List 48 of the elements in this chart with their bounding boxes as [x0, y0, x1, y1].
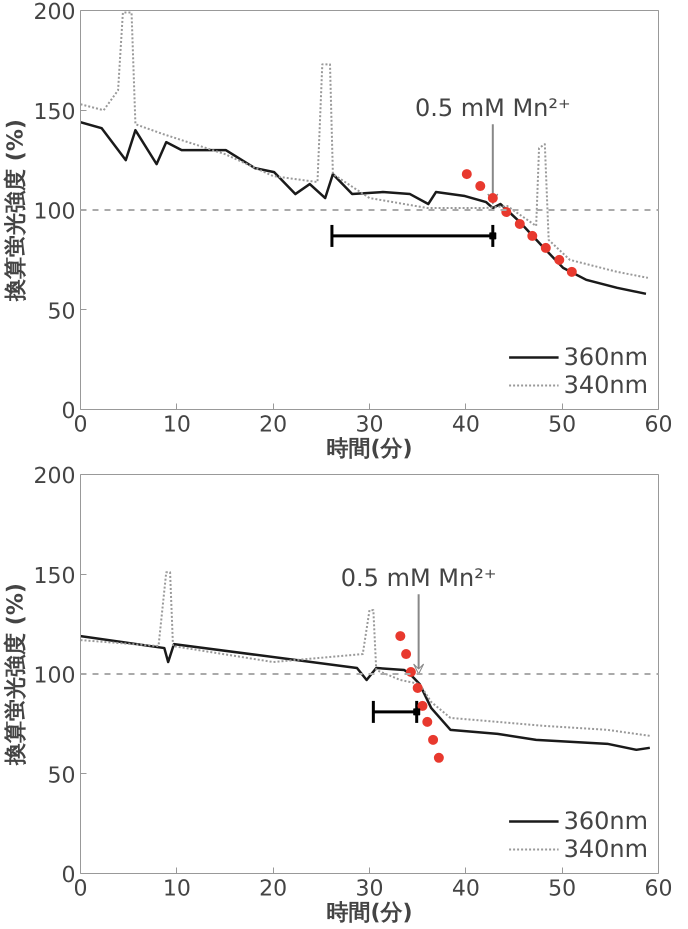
x-tick-label: 30	[356, 412, 384, 438]
point	[475, 181, 486, 192]
y-tick-label: 100	[34, 200, 76, 224]
x-tick-label: 50	[548, 412, 576, 438]
y-tick-label: 150	[34, 100, 76, 125]
x-tick-label: 40	[452, 876, 480, 902]
x-tick-label: 50	[548, 876, 576, 902]
y-axis-title: 換算蛍光強度 (%)	[2, 583, 29, 766]
line-series	[80, 120, 648, 296]
legend-label: 340nm	[564, 371, 648, 399]
x-axis-title: 時間(分)	[326, 900, 413, 926]
point	[422, 716, 432, 727]
point	[540, 242, 551, 253]
x-tick-label: 30	[356, 876, 384, 902]
x-tick-label: 10	[162, 876, 191, 902]
point	[514, 218, 525, 229]
x-axis-title: 時間(分)	[326, 436, 413, 462]
y-tick-label: 50	[48, 299, 76, 324]
y-tick-label: 200	[34, 464, 76, 489]
y-axis-title: 換算蛍光強度 (%)	[2, 119, 29, 302]
point	[428, 734, 438, 745]
y-tick-label: 100	[34, 664, 76, 688]
x-tick-label: 60	[644, 876, 673, 902]
point	[412, 682, 423, 693]
legend-label: 340nm	[564, 835, 648, 863]
line-series	[80, 634, 652, 752]
point	[434, 752, 444, 763]
point	[462, 169, 472, 180]
point	[554, 254, 564, 265]
annotation: 0.5 mM Mn²⁺	[414, 94, 571, 122]
x-tick-label: 60	[644, 412, 673, 438]
point	[566, 266, 577, 277]
point	[401, 649, 412, 660]
point	[527, 230, 538, 241]
y-tick-label: 150	[34, 564, 76, 589]
y-tick-label: 50	[48, 763, 76, 788]
y-tick-label: 200	[34, 0, 76, 25]
point	[417, 700, 428, 711]
x-tick-label: 40	[452, 412, 480, 438]
point	[489, 232, 496, 240]
annotation: 0.5 mM Mn²⁺	[340, 564, 496, 592]
x-tick-label: 20	[259, 876, 288, 902]
legend-label: 360nm	[564, 807, 648, 835]
point	[395, 631, 406, 642]
legend-label: 360nm	[564, 343, 648, 371]
x-tick-label: 10	[162, 412, 191, 438]
point	[413, 708, 420, 716]
x-tick-label: 20	[259, 412, 288, 438]
